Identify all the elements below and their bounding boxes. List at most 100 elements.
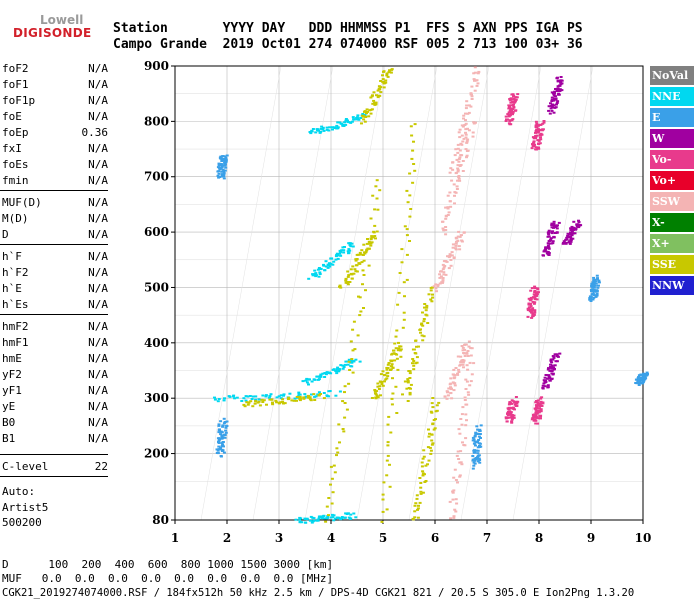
data-point-e xyxy=(593,278,597,281)
data-point-vo xyxy=(533,298,537,301)
data-point-ssw xyxy=(454,247,457,250)
data-point-sse xyxy=(416,516,420,519)
data-point-e xyxy=(219,420,223,423)
data-point-w xyxy=(552,97,556,100)
data-point-nne xyxy=(354,358,358,361)
d-row: D 100 200 400 600 800 1000 1500 3000 [km… xyxy=(2,558,334,571)
data-point-vo xyxy=(513,100,517,103)
data-point-e xyxy=(640,379,644,382)
data-point-nne xyxy=(344,512,348,515)
data-point-nne xyxy=(336,121,340,124)
data-point-ssw xyxy=(446,394,450,397)
data-point-e xyxy=(478,433,482,435)
data-point-w xyxy=(568,242,572,245)
data-point-e xyxy=(591,284,595,287)
data-point-ssw xyxy=(452,389,456,392)
data-point-nne xyxy=(322,263,325,266)
data-point-e xyxy=(215,452,219,454)
data-point-vo xyxy=(535,410,539,412)
data-point-w xyxy=(569,235,573,238)
data-point-sse xyxy=(379,80,383,82)
data-point-sse xyxy=(380,381,384,383)
data-point-nne xyxy=(316,518,320,521)
data-point-ssw xyxy=(461,170,465,172)
data-point-nne xyxy=(254,395,258,398)
data-point-sse xyxy=(379,373,383,376)
param-name: hmF1 xyxy=(2,336,29,349)
data-point-vo xyxy=(530,287,534,290)
data-point-ssw xyxy=(452,377,456,380)
data-point-sse xyxy=(299,397,303,400)
data-point-ssw xyxy=(460,134,464,137)
data-point-e xyxy=(473,462,477,465)
data-point-ssw xyxy=(472,72,476,75)
data-point-sse xyxy=(398,272,402,274)
data-point-vo xyxy=(535,134,539,137)
data-point-nne xyxy=(317,267,321,269)
data-point-nne xyxy=(305,517,309,520)
data-point-nne xyxy=(330,126,334,129)
data-point-sse xyxy=(388,485,392,488)
data-point-vo xyxy=(526,315,530,318)
data-point-vo xyxy=(535,298,539,301)
data-point-ssw xyxy=(450,251,454,254)
data-point-sse xyxy=(347,274,351,277)
data-point-nne xyxy=(351,245,355,248)
data-point-sse xyxy=(399,355,403,358)
data-point-sse xyxy=(385,459,389,462)
data-point-sse xyxy=(378,88,382,91)
data-point-vo xyxy=(536,139,540,142)
data-point-nne xyxy=(319,268,323,271)
data-point-nne xyxy=(347,251,351,254)
data-point-nne xyxy=(330,513,334,516)
data-point-vo xyxy=(538,129,542,131)
data-point-ssw xyxy=(464,133,468,136)
data-point-vo xyxy=(538,142,542,145)
legend-item-vo: Vo- xyxy=(650,150,694,169)
data-point-vo xyxy=(542,120,546,122)
data-point-e xyxy=(595,294,599,297)
data-point-sse xyxy=(397,347,401,350)
data-point-sse xyxy=(322,397,326,400)
data-point-nne xyxy=(315,128,319,131)
param-value: N/A xyxy=(88,174,108,187)
data-point-sse xyxy=(391,366,395,369)
data-point-nne xyxy=(216,400,220,403)
data-point-sse xyxy=(418,477,422,479)
data-point-sse xyxy=(410,134,414,137)
data-point-sse xyxy=(376,396,380,399)
param-separator xyxy=(0,454,108,455)
data-point-nne xyxy=(336,126,340,129)
data-point-nne xyxy=(233,397,237,400)
data-point-nne xyxy=(341,364,345,367)
data-point-sse xyxy=(376,96,380,99)
data-point-ssw xyxy=(457,177,461,180)
data-point-sse xyxy=(324,520,328,523)
data-point-ssw xyxy=(464,136,468,139)
data-point-sse xyxy=(386,363,390,366)
data-point-vo xyxy=(508,109,512,112)
data-point-vo xyxy=(515,400,519,403)
grid-line-diag xyxy=(304,65,386,521)
data-point-sse xyxy=(376,208,380,211)
data-point-ssw xyxy=(452,382,456,385)
data-point-sse xyxy=(357,253,360,256)
data-point-ssw xyxy=(456,169,460,172)
data-point-sse xyxy=(367,115,371,118)
data-point-sse xyxy=(385,377,389,380)
data-point-w xyxy=(543,376,547,379)
data-point-ssw xyxy=(458,136,462,139)
data-point-e xyxy=(476,440,480,443)
data-point-sse xyxy=(434,410,438,413)
data-point-nne xyxy=(338,249,342,252)
data-point-e xyxy=(217,176,221,179)
data-point-ssw xyxy=(457,368,461,371)
data-point-ssw xyxy=(460,359,464,362)
data-point-sse xyxy=(361,283,364,286)
data-point-sse xyxy=(388,69,392,72)
data-point-sse xyxy=(422,449,426,452)
data-point-w xyxy=(546,252,550,255)
data-point-ssw xyxy=(447,211,451,214)
data-point-w xyxy=(544,248,547,251)
param-value: N/A xyxy=(88,266,108,279)
